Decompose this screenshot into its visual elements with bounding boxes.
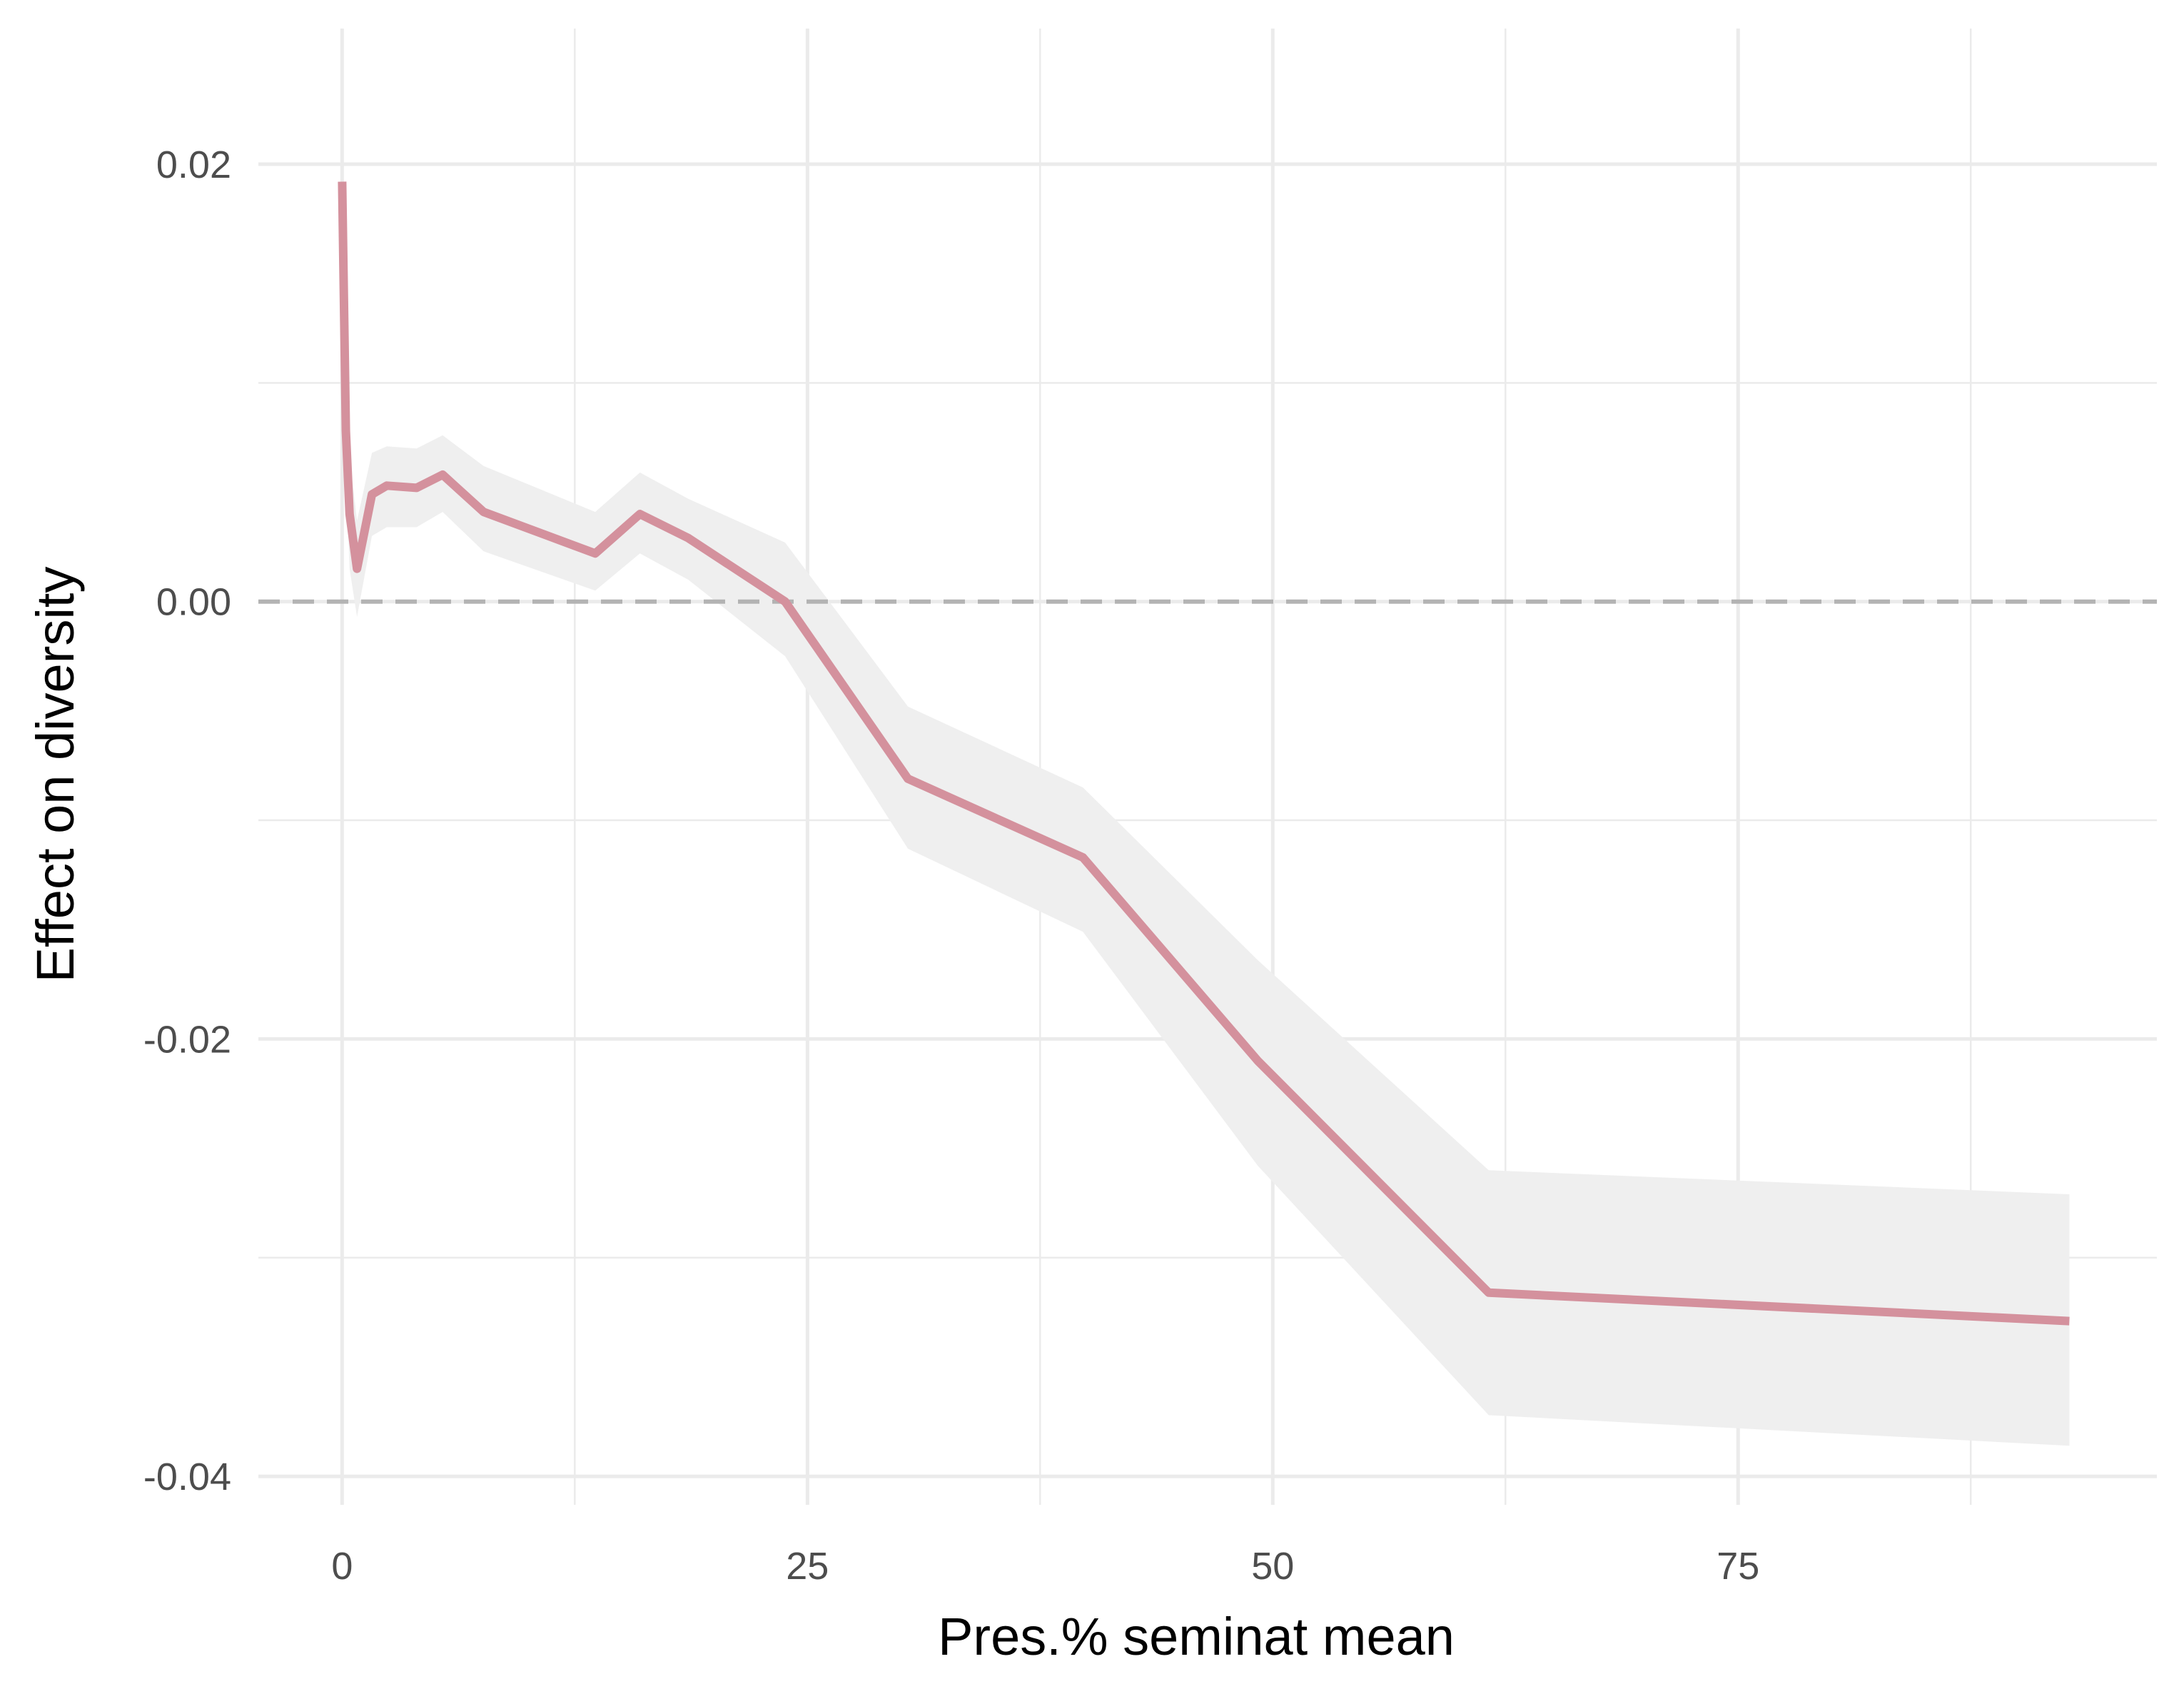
series-line bbox=[338, 181, 2070, 1326]
y-axis-title: Effect on diversity bbox=[26, 567, 85, 983]
series-line-layer bbox=[338, 181, 2070, 1326]
x-axis-title: Pres.% seminat mean bbox=[938, 1607, 1455, 1666]
y-tick-label: 0.00 bbox=[156, 581, 231, 624]
x-axis-tick-labels: 0 25 50 75 bbox=[331, 1545, 1759, 1588]
y-tick-label: -0.02 bbox=[143, 1018, 231, 1061]
y-tick-label: -0.04 bbox=[143, 1456, 231, 1498]
x-tick-label: 0 bbox=[331, 1545, 353, 1588]
x-tick-label: 25 bbox=[786, 1545, 829, 1588]
confidence-ribbon-layer bbox=[342, 181, 2070, 1446]
x-tick-label: 50 bbox=[1251, 1545, 1294, 1588]
confidence-ribbon bbox=[342, 181, 2070, 1446]
y-tick-label: 0.02 bbox=[156, 143, 231, 186]
x-tick-label: 75 bbox=[1717, 1545, 1759, 1588]
y-axis-tick-labels: 0.02 0.00 -0.02 -0.04 bbox=[143, 143, 231, 1498]
